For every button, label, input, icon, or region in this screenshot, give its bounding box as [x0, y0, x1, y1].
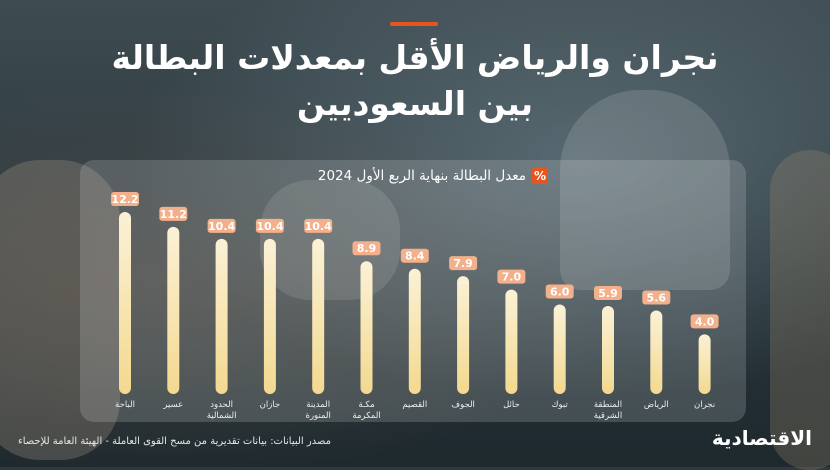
- value-label: 10.4: [256, 220, 283, 233]
- value-label-background: [690, 314, 719, 329]
- value-label-background: [304, 218, 333, 233]
- headline-line-2: بين السعوديين: [296, 84, 534, 123]
- bar: [312, 238, 325, 394]
- category-label: عسير: [162, 400, 183, 410]
- category-label: الباحة: [115, 400, 135, 410]
- bar: [457, 276, 470, 394]
- value-label-background: [255, 218, 284, 233]
- category-label: الشرقية: [594, 411, 622, 421]
- value-label: 7.0: [502, 271, 522, 284]
- value-label: 10.4: [208, 220, 235, 233]
- category-label: حائل: [503, 400, 520, 410]
- value-label-background: [111, 192, 139, 206]
- bar: [698, 334, 711, 394]
- background-figure: [0, 160, 120, 460]
- category-label: نجران: [694, 400, 715, 410]
- bar: [650, 310, 663, 394]
- bar: [167, 226, 180, 394]
- category-label: الشمالية: [207, 411, 237, 421]
- headline-line-1: نجران والرياض الأقل بمعدلات البطالة: [111, 38, 719, 77]
- value-label-background: [642, 290, 671, 305]
- title-accent-bar: [390, 22, 438, 26]
- value-label: 5.6: [647, 291, 667, 304]
- value-label-background: [545, 284, 574, 299]
- value-label-background: [207, 218, 236, 233]
- source-note: مصدر البيانات: بيانات تقديرية من مسح الق…: [18, 436, 331, 447]
- bar: [263, 238, 276, 394]
- value-label: 6.0: [550, 285, 570, 298]
- bar: [408, 268, 421, 394]
- chart-title: % معدل البطالة بنهاية الربع الأول 2024: [318, 165, 548, 187]
- background-figure: [560, 90, 730, 290]
- background-figure: [770, 150, 830, 470]
- value-label: 8.4: [405, 250, 425, 263]
- category-label: المنورة: [306, 411, 331, 421]
- category-label: المدينة: [306, 400, 330, 410]
- category-label: المكرمة: [352, 411, 380, 421]
- value-label: 7.9: [453, 257, 473, 270]
- value-label: 10.4: [305, 220, 332, 233]
- category-label: جازان: [260, 400, 281, 410]
- percent-icon: %: [532, 168, 548, 184]
- bar: [553, 304, 566, 394]
- category-label: القصيم: [402, 400, 427, 410]
- category-label: تبوك: [552, 400, 569, 410]
- chart-title-text: معدل البطالة بنهاية الربع الأول 2024: [317, 168, 526, 184]
- category-label: المنطقة: [594, 400, 622, 410]
- category-label: مكـة: [358, 400, 374, 410]
- bar: [505, 289, 518, 394]
- value-label-background: [497, 269, 526, 284]
- category-label: الرياض: [644, 400, 669, 410]
- bar: [360, 261, 373, 394]
- bar: [119, 212, 131, 394]
- background-figure: [260, 180, 400, 300]
- category-label: الحدود: [210, 400, 233, 410]
- publisher-logo: الاقتصادية: [711, 426, 812, 450]
- bar: [215, 238, 228, 394]
- value-label-background: [400, 248, 429, 263]
- value-label: 12.2: [111, 193, 138, 206]
- value-label-background: [352, 241, 381, 256]
- value-label: 4.0: [695, 315, 715, 328]
- value-label-background: [594, 285, 622, 300]
- value-label: 11.2: [160, 208, 187, 221]
- category-label: الجوف: [451, 400, 475, 410]
- value-label: 8.9: [357, 242, 377, 255]
- value-label-background: [449, 256, 478, 271]
- value-label-background: [159, 206, 188, 221]
- value-label: 5.9: [598, 287, 618, 300]
- bar: [602, 305, 614, 394]
